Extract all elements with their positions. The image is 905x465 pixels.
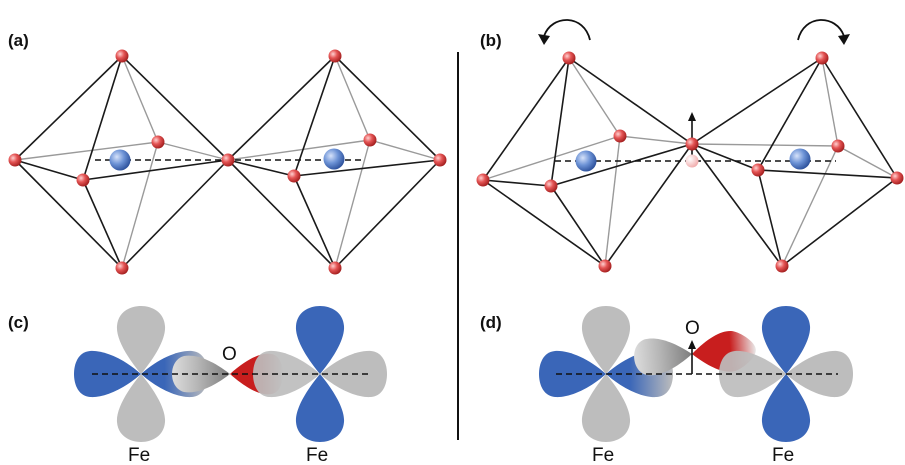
panel-label-c: (c) [8,313,29,332]
fe-atom-left [109,149,131,171]
fe-label-c-left: Fe [128,445,150,465]
fe-atom-left-b [575,150,597,172]
panel-label-d: (d) [480,313,502,332]
rotation-arrow-left-icon [543,19,591,41]
fe-label-d-right: Fe [772,445,794,465]
panel-a-octahedra [8,49,447,275]
oxygen-label-c: O [222,344,237,365]
oxygen-label-d: O [685,318,700,339]
oxygen-original-position [685,154,699,168]
panel-c-orbitals: O Fe Fe [74,306,387,465]
rotation-arrow-right-icon [797,19,845,41]
fe-atom-right-b [789,148,811,170]
fe-atom-right [323,148,345,170]
panel-label-b: (b) [480,31,502,50]
panel-d-orbitals: O Fe Fe [539,306,853,465]
panel-label-a: (a) [8,31,29,50]
oxygen-atoms-a [8,49,447,275]
panel-b-octahedra [476,19,904,273]
oxygen-atoms-b [476,51,904,273]
fe-label-d-left: Fe [592,445,614,465]
fe-d-orbital-left-d [539,306,673,442]
fe-label-c-right: Fe [306,445,328,465]
